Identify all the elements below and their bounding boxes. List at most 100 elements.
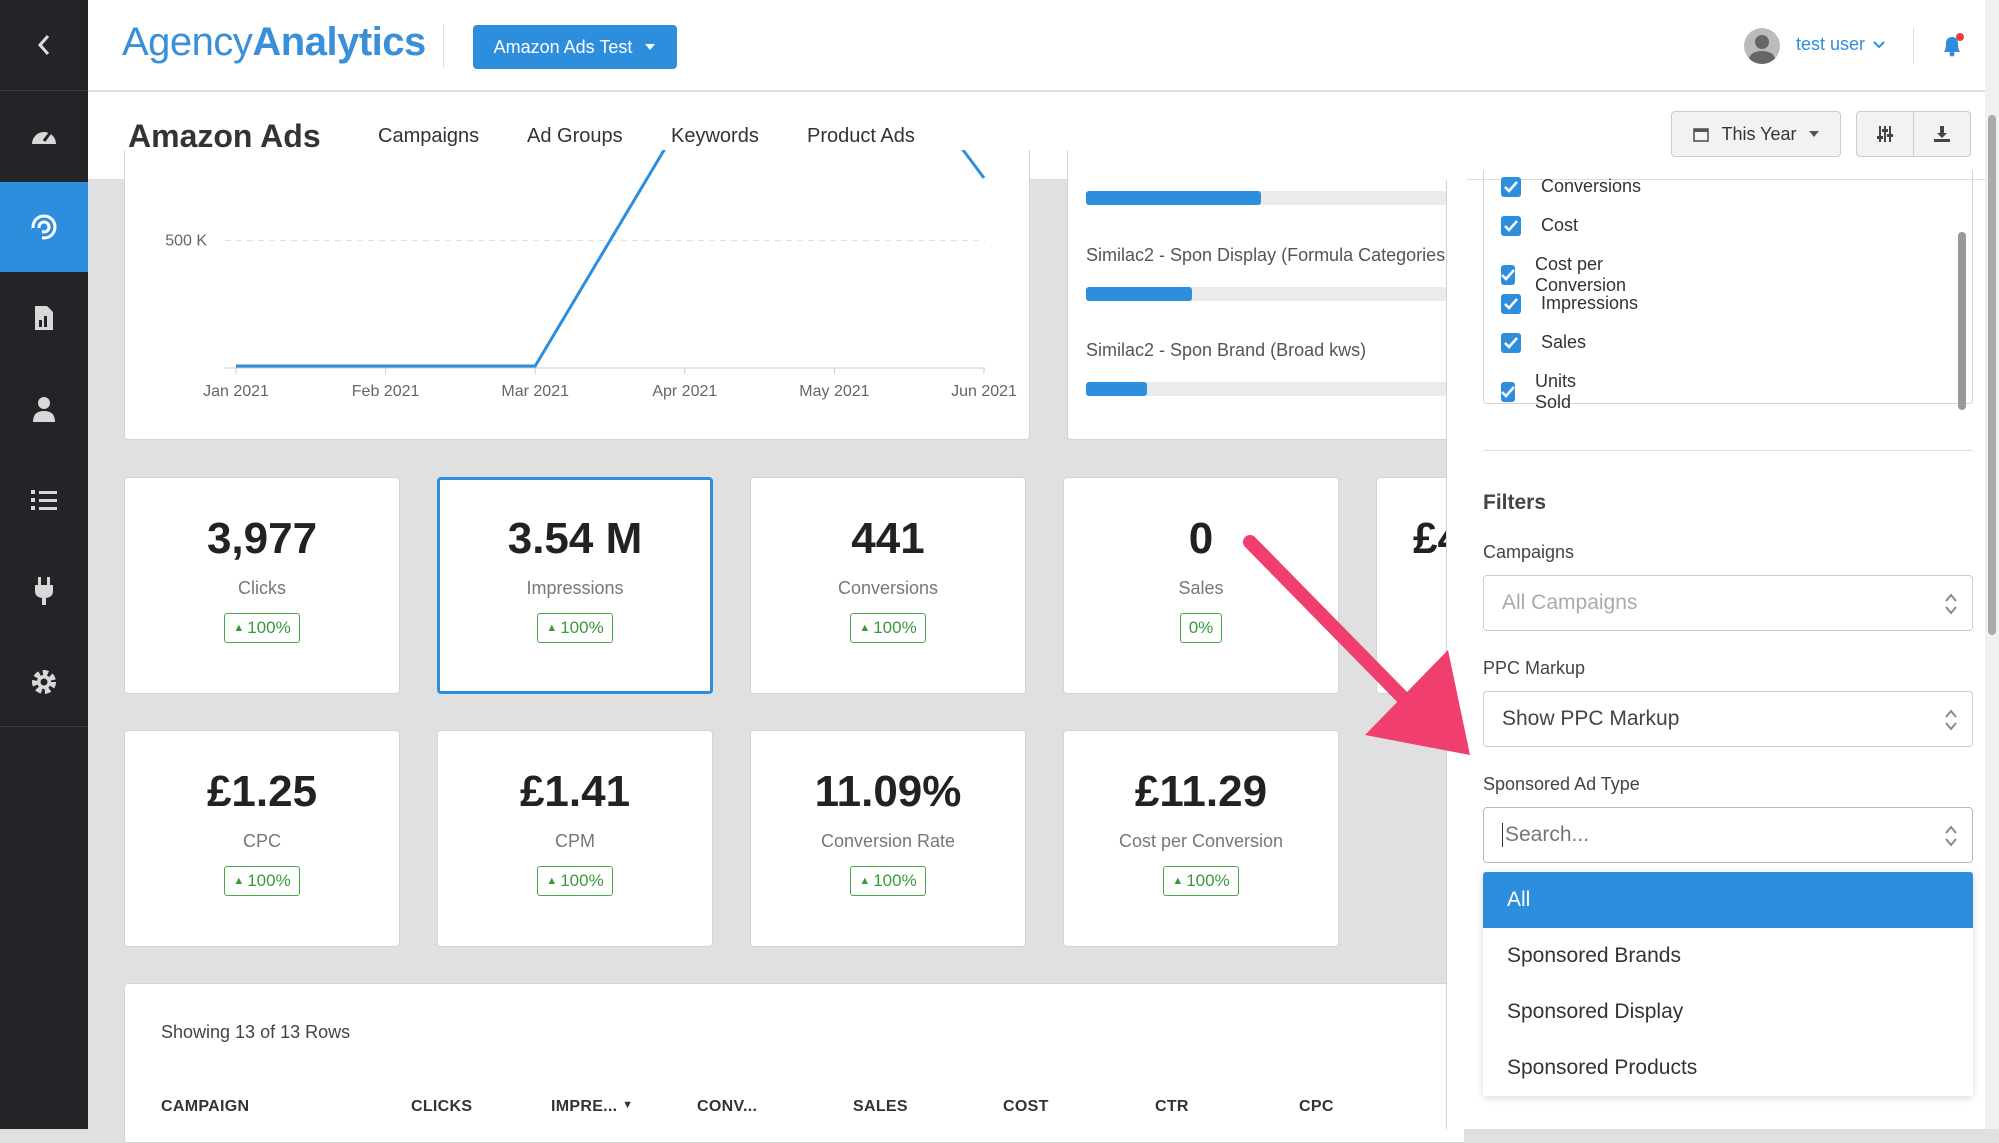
chevron-left-icon [37, 35, 50, 55]
tab-ad-groups[interactable]: Ad Groups [527, 125, 623, 147]
campaigns-select[interactable]: All Campaigns [1483, 575, 1973, 631]
column-header-campaign[interactable]: CAMPAIGN [161, 1098, 250, 1115]
metric-checkbox-row[interactable]: Impressions [1501, 293, 1638, 314]
gear-icon [32, 670, 56, 694]
caret-down-icon [645, 44, 656, 50]
kpi-card[interactable]: 3,977 Clicks ▲ 100% [124, 477, 400, 694]
page-title: Amazon Ads [128, 118, 321, 154]
up-arrow-icon: ▲ [233, 875, 245, 887]
metric-checkbox-row[interactable]: Conversions [1501, 176, 1641, 197]
kpi-label: Conversion Rate [820, 831, 956, 851]
kpi-value: 3,977 [206, 514, 318, 563]
page-scrollbar[interactable] [1985, 0, 1999, 1129]
annotation-arrow-icon [1243, 535, 1470, 755]
kpi-card[interactable]: 3.54 M Impressions ▲ 100% [437, 477, 713, 694]
series-line [236, 0, 986, 368]
kpi-change-badge: ▲ 100% [224, 613, 300, 643]
checkbox-checked-icon[interactable] [1501, 382, 1515, 402]
sidebar-item-settings[interactable] [0, 637, 88, 727]
campaigns-filter-label: Campaigns [1483, 542, 1575, 562]
checkbox-checked-icon[interactable] [1501, 265, 1515, 285]
sidebar-item-users[interactable] [0, 364, 88, 454]
column-header-ctr[interactable]: CTR [1155, 1098, 1189, 1115]
tab-product-ads[interactable]: Product Ads [807, 125, 915, 147]
kpi-change-badge: ▲ 100% [850, 613, 926, 643]
checklist-icon [31, 490, 57, 510]
kpi-card[interactable]: 11.09% Conversion Rate ▲ 100% [750, 730, 1026, 947]
metric-checkbox-row[interactable]: Sales [1501, 332, 1586, 353]
up-arrow-icon: ▲ [859, 622, 871, 634]
kpi-label: Sales [1178, 578, 1224, 598]
app-logo[interactable]: AgencyAnalytics [122, 20, 426, 64]
page-scrollbar-thumb[interactable] [1988, 115, 1996, 635]
metric-checkbox-row[interactable]: Cost [1501, 215, 1578, 236]
column-header-cpc[interactable]: CPC [1299, 1098, 1334, 1115]
metric-checkbox-row[interactable]: Units Sold [1501, 371, 1582, 413]
calendar-icon [1693, 128, 1710, 142]
kpi-card[interactable]: £4 [1376, 477, 1446, 694]
download-button[interactable] [1913, 111, 1971, 157]
column-header-clicks[interactable]: CLICKS [411, 1098, 473, 1115]
ad-type-search[interactable] [1483, 807, 1973, 863]
sidebar-item-dashboard[interactable] [0, 91, 88, 181]
x-tick-label: May 2021 [799, 383, 869, 400]
up-arrow-icon: ▲ [546, 875, 558, 887]
sidebar-item-reports[interactable] [0, 273, 88, 363]
date-range-selector[interactable]: This Year [1671, 111, 1841, 157]
metric-checkbox-row[interactable]: Cost per Conversion [1501, 254, 1632, 296]
kpi-card[interactable]: £1.41 CPM ▲ 100% [437, 730, 713, 947]
kpi-label: Conversions [837, 578, 939, 598]
sidebar-item-tasks[interactable] [0, 455, 88, 545]
x-tick-label: Apr 2021 [652, 383, 717, 400]
dashboard-icon [32, 132, 56, 144]
updown-icon [1945, 825, 1957, 847]
bell-icon [1944, 33, 1964, 57]
campaign-bar [1086, 191, 1261, 205]
sort-desc-icon: ▼ [622, 1099, 634, 1111]
column-header-conversions[interactable]: CONV... [697, 1098, 758, 1115]
up-arrow-icon: ▲ [859, 875, 871, 887]
kpi-label: Impressions [526, 578, 624, 598]
ad-type-search-input[interactable] [1505, 823, 1905, 847]
metric-label: Cost [1541, 215, 1579, 235]
ad-type-option-sponsored-brands[interactable]: Sponsored Brands [1483, 928, 1973, 984]
collapse-button[interactable] [0, 0, 88, 90]
ppc-markup-value: Show PPC Markup [1502, 707, 1680, 730]
updown-icon [1945, 709, 1957, 731]
account-selector[interactable]: Amazon Ads Test [473, 25, 677, 69]
kpi-card[interactable]: £1.25 CPC ▲ 100% [124, 730, 400, 947]
user-menu[interactable]: test user [1796, 34, 1885, 55]
metrics-scrollbar[interactable] [1958, 232, 1966, 410]
kpi-value: £11.29 [1134, 767, 1268, 816]
tab-keywords[interactable]: Keywords [671, 125, 759, 147]
avatar[interactable] [1744, 28, 1780, 64]
checkbox-checked-icon[interactable] [1501, 176, 1521, 197]
kpi-change-badge: ▲ 100% [537, 866, 613, 896]
kpi-value: 441 [851, 514, 925, 563]
customize-button[interactable] [1856, 111, 1914, 157]
checkbox-checked-icon[interactable] [1501, 293, 1521, 314]
ad-type-option-sponsored-products[interactable]: Sponsored Products [1483, 1040, 1973, 1096]
checkbox-checked-icon[interactable] [1501, 215, 1521, 236]
y-tick-label: 500 K [165, 233, 207, 250]
ad-type-option-sponsored-display[interactable]: Sponsored Display [1483, 984, 1973, 1040]
sidebar-item-integrations-plug[interactable] [0, 546, 88, 636]
kpi-card[interactable]: 441 Conversions ▲ 100% [750, 477, 1026, 694]
kpi-change-value: 0% [1188, 618, 1214, 637]
ad-type-option-all[interactable]: All [1483, 872, 1973, 928]
kpi-card[interactable]: £11.29 Cost per Conversion ▲ 100% [1063, 730, 1339, 947]
user-icon [33, 397, 55, 422]
column-header-sales[interactable]: SALES [853, 1098, 908, 1115]
sidebar-item-integrations[interactable] [0, 182, 88, 272]
campaign-bar-track [1086, 287, 1466, 301]
column-header-cost[interactable]: COST [1003, 1098, 1049, 1115]
user-avatar-icon [1748, 35, 1776, 64]
kpi-change-badge: 0% [1179, 613, 1223, 643]
campaign-bar-track [1086, 191, 1466, 205]
column-header-impressions[interactable]: IMPRE... ▼ [551, 1098, 634, 1115]
notifications-button[interactable] [1940, 32, 1966, 63]
sidebar [0, 0, 88, 1129]
checkbox-checked-icon[interactable] [1501, 332, 1521, 353]
ppc-markup-select[interactable]: Show PPC Markup [1483, 691, 1973, 747]
